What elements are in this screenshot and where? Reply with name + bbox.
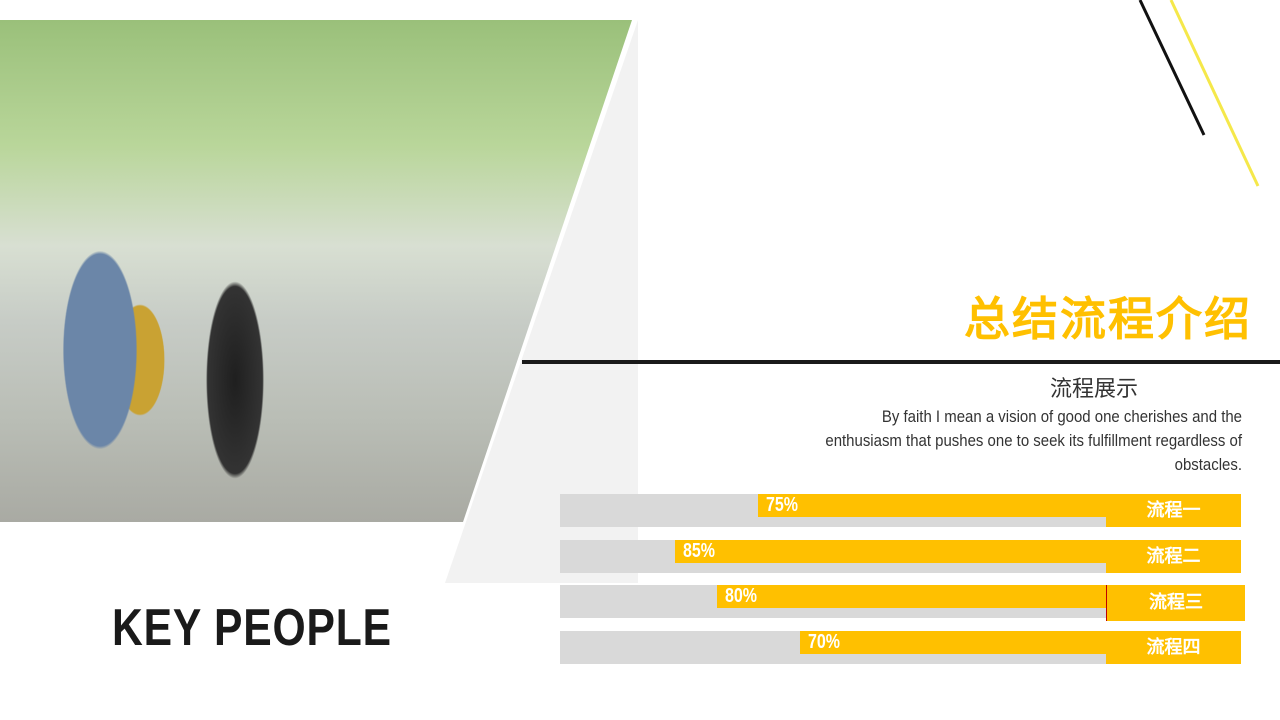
black-diagonal-line: [1138, 0, 1206, 136]
key-people-heading: KEY PEOPLE: [112, 599, 392, 657]
progress-fill: 75%: [758, 494, 1106, 517]
grey-triangle: [445, 20, 638, 583]
progress-fill: 80%: [717, 585, 1106, 608]
progress-percent: 85%: [683, 540, 716, 562]
yellow-diagonal-line: [1169, 0, 1260, 187]
subtitle: 流程展示: [1050, 377, 1139, 402]
progress-percent: 80%: [725, 585, 758, 607]
page-title: 总结流程介绍: [964, 292, 1252, 346]
progress-fill: 70%: [800, 631, 1106, 654]
progress-fill: 85%: [675, 540, 1106, 563]
progress-percent: 75%: [766, 494, 799, 516]
description-text: By faith I mean a vision of good one che…: [825, 407, 1242, 474]
process-label: 流程一: [1106, 494, 1241, 527]
process-label: 流程四: [1106, 631, 1241, 664]
process-label: 流程二: [1106, 540, 1241, 573]
process-label: 流程三: [1106, 585, 1245, 621]
progress-percent: 70%: [808, 631, 841, 653]
divider-line: [522, 360, 1280, 364]
